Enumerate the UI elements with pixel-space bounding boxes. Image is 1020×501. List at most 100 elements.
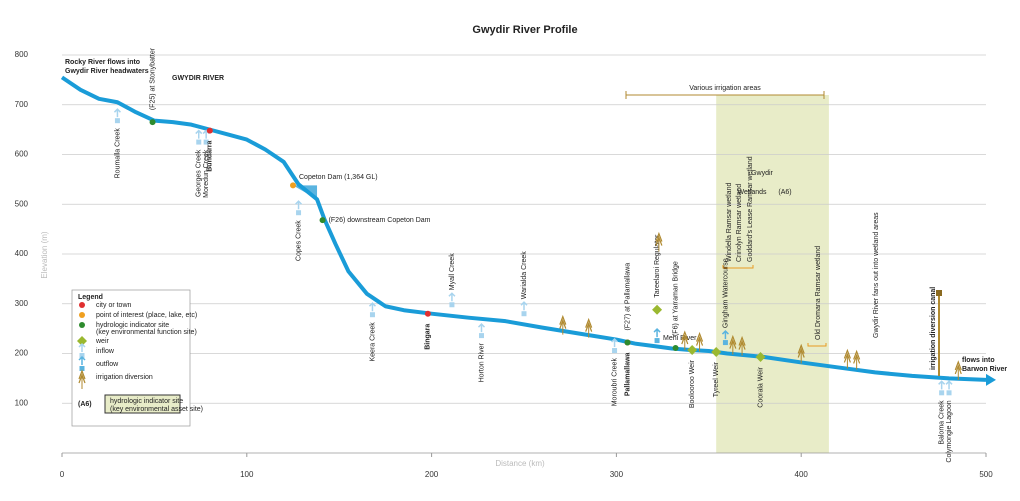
legend-label: outflow bbox=[96, 361, 119, 368]
diversion-symbol bbox=[695, 331, 704, 352]
sq bbox=[79, 353, 85, 358]
arr bbox=[113, 108, 121, 118]
diamond bbox=[77, 336, 87, 346]
annotation: Barwon River bbox=[962, 366, 1007, 373]
y-tick-label: 600 bbox=[15, 150, 29, 159]
city-symbol bbox=[79, 302, 85, 308]
arr bbox=[195, 129, 203, 139]
feature-label: Moredun Creek bbox=[203, 149, 210, 198]
feature-label: Copes Creek bbox=[295, 220, 302, 261]
dot bbox=[79, 322, 85, 328]
arr bbox=[78, 342, 86, 352]
inflow-symbol bbox=[945, 380, 953, 396]
annotation: Goddard's Lease Ramsar wetland bbox=[747, 156, 754, 262]
outflow-up-symbol bbox=[721, 330, 729, 346]
outflow-symbol bbox=[78, 355, 86, 371]
diversion-symbol bbox=[729, 334, 737, 355]
legend-tag: (A6) bbox=[78, 401, 92, 408]
dot bbox=[79, 312, 85, 318]
legend-label: inflow bbox=[96, 348, 115, 355]
inflow-up-symbol bbox=[520, 301, 528, 317]
sq bbox=[654, 338, 660, 344]
river-arrow bbox=[986, 373, 996, 386]
y-tick-label: 300 bbox=[15, 299, 29, 308]
annotation: (A6) bbox=[778, 189, 791, 196]
sq bbox=[478, 333, 484, 339]
diamond bbox=[711, 347, 722, 358]
bracket bbox=[807, 343, 827, 347]
legend-asset-box bbox=[104, 394, 181, 414]
legend-label: city or town bbox=[96, 302, 132, 309]
feature-label: Bundarra bbox=[207, 141, 214, 172]
x-tick-label: 500 bbox=[979, 470, 993, 479]
annotation: irrigation diversion canal bbox=[930, 287, 937, 370]
annotation: Old Dromana Ramsar wetland bbox=[815, 246, 822, 340]
diversion-symbol bbox=[843, 348, 851, 369]
annotation: Gwydir River headwaters bbox=[65, 68, 149, 75]
arr bbox=[78, 355, 86, 365]
site-symbol bbox=[79, 322, 85, 328]
legend-note: (key environmental function site) bbox=[96, 329, 197, 336]
inflow-symbol bbox=[295, 200, 303, 216]
diversion-symbol bbox=[559, 314, 567, 335]
arr bbox=[653, 328, 661, 338]
inflow-symbol bbox=[78, 342, 86, 358]
feature-label: Boolooroo Weir bbox=[689, 359, 696, 408]
dot bbox=[319, 217, 326, 224]
arr bbox=[368, 302, 376, 312]
sq bbox=[296, 210, 302, 216]
diamond bbox=[687, 345, 698, 356]
city-symbol bbox=[424, 310, 431, 317]
x-tick-label: 200 bbox=[425, 470, 439, 479]
feature-label: Baloma Creek bbox=[938, 400, 945, 445]
arr bbox=[611, 337, 619, 348]
feature-label: (F25) at Stonybatter bbox=[149, 47, 156, 110]
diamond bbox=[652, 304, 663, 315]
site-symbol bbox=[319, 217, 326, 224]
site-up-symbol bbox=[149, 119, 156, 126]
sq bbox=[196, 139, 202, 145]
dot bbox=[290, 182, 296, 189]
weir-up-symbol bbox=[652, 304, 663, 315]
y-tick-label: 800 bbox=[15, 50, 29, 59]
diversion-symbol bbox=[585, 317, 593, 338]
sq bbox=[939, 390, 945, 396]
inflow-symbol bbox=[477, 323, 486, 339]
annotation: Various irrigation areas bbox=[689, 85, 761, 92]
inflow-up-symbol bbox=[448, 292, 456, 308]
diversion-symbol bbox=[797, 343, 805, 364]
feature-label: Coorala Weir bbox=[757, 366, 764, 407]
legend-asset-note: (key environmental asset site) bbox=[110, 406, 203, 413]
diversion-symbol bbox=[655, 231, 663, 252]
annotation: Windella Ramsar wetland bbox=[726, 183, 733, 262]
annotation: Gwydir River fans out into wetland areas bbox=[873, 212, 880, 338]
arr bbox=[448, 292, 456, 302]
poi-symbol bbox=[79, 312, 85, 318]
chart-title: Gwydir River Profile bbox=[472, 24, 577, 36]
site-up-symbol bbox=[672, 345, 679, 352]
y-axis-label: Elevation (m) bbox=[40, 231, 49, 278]
feature-label: Copeton Dam (1,364 GL) bbox=[299, 174, 378, 181]
poi-symbol bbox=[290, 182, 296, 189]
feature-label: Keera Creek bbox=[369, 322, 376, 362]
legend-label: hydrologic indicator site bbox=[96, 322, 169, 329]
annotation: Rocky River flows into bbox=[65, 59, 140, 66]
weir-symbol bbox=[77, 336, 87, 346]
weir-symbol bbox=[687, 345, 698, 356]
sq bbox=[369, 312, 375, 318]
feature-label: (F27) at Pallamallawa bbox=[624, 263, 631, 331]
x-tick-label: 0 bbox=[60, 470, 65, 479]
x-tick-label: 400 bbox=[795, 470, 809, 479]
feature-label: Tareelaroi Regulator bbox=[654, 234, 661, 298]
arr bbox=[945, 380, 953, 390]
inflow-symbol bbox=[368, 302, 376, 318]
sq bbox=[612, 348, 618, 354]
dot bbox=[424, 310, 431, 317]
feature-label: Mehi River bbox=[663, 335, 697, 342]
feature-label: Warialda Creek bbox=[521, 251, 528, 299]
sq bbox=[203, 139, 209, 145]
weir-symbol bbox=[755, 351, 766, 362]
site-up-symbol bbox=[624, 339, 631, 346]
arr bbox=[721, 330, 729, 340]
x-axis-label: Distance (km) bbox=[495, 459, 545, 468]
